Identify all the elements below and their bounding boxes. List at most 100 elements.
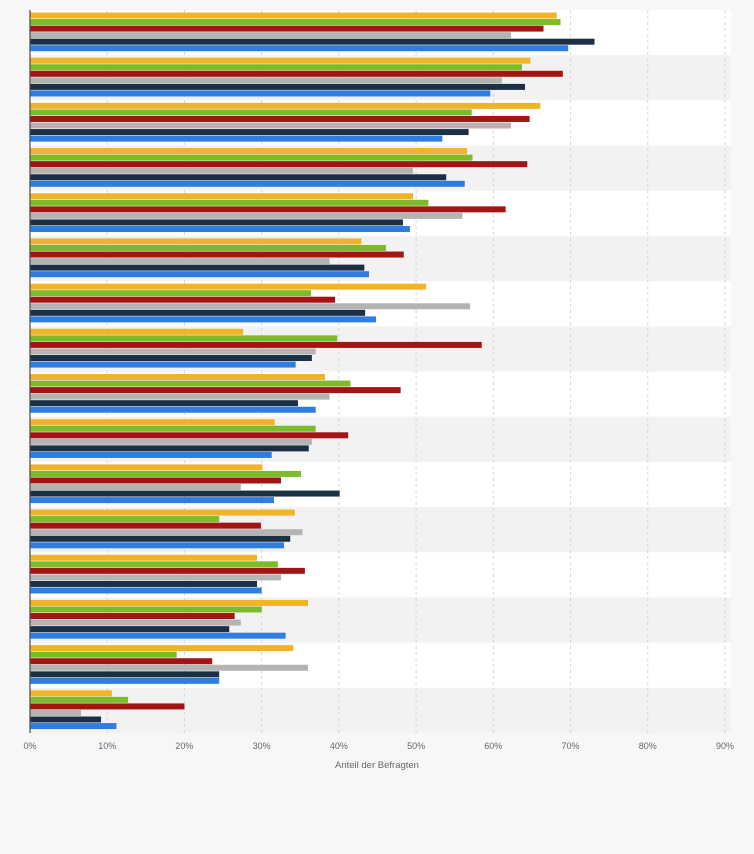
bar[interactable] <box>30 251 404 258</box>
bar[interactable] <box>30 535 291 542</box>
bar[interactable] <box>30 102 541 109</box>
bar[interactable] <box>30 316 376 323</box>
bar[interactable] <box>30 348 316 355</box>
bar[interactable] <box>30 219 403 226</box>
bar[interactable] <box>30 419 275 426</box>
bar[interactable] <box>30 154 473 161</box>
x-tick-label: 40% <box>330 741 348 751</box>
bar[interactable] <box>30 470 302 477</box>
bar[interactable] <box>30 264 365 271</box>
bar[interactable] <box>30 677 220 684</box>
bar[interactable] <box>30 283 427 290</box>
bar[interactable] <box>30 497 275 504</box>
bar[interactable] <box>30 432 349 439</box>
bar[interactable] <box>30 90 491 97</box>
bar[interactable] <box>30 199 429 206</box>
bar[interactable] <box>30 716 102 723</box>
bar[interactable] <box>30 45 569 52</box>
bar[interactable] <box>30 212 463 219</box>
bar[interactable] <box>30 561 278 568</box>
bar[interactable] <box>30 574 281 581</box>
bar[interactable] <box>30 174 447 181</box>
bar[interactable] <box>30 425 316 432</box>
bar[interactable] <box>30 38 595 45</box>
bar[interactable] <box>30 613 235 620</box>
bar[interactable] <box>30 509 295 516</box>
bar[interactable] <box>30 451 272 458</box>
bar[interactable] <box>30 554 258 561</box>
bar[interactable] <box>30 400 298 407</box>
bar[interactable] <box>30 12 557 19</box>
bar[interactable] <box>30 328 244 335</box>
bar[interactable] <box>30 70 563 77</box>
bar[interactable] <box>30 335 338 342</box>
bar[interactable] <box>30 599 308 606</box>
bar[interactable] <box>30 723 117 730</box>
bar[interactable] <box>30 374 325 380</box>
bar[interactable] <box>30 180 465 187</box>
bar[interactable] <box>30 161 528 168</box>
bar[interactable] <box>30 671 220 678</box>
bar[interactable] <box>30 587 262 594</box>
bar[interactable] <box>30 464 263 471</box>
bar[interactable] <box>30 148 468 155</box>
bar[interactable] <box>30 271 369 278</box>
bar[interactable] <box>30 57 531 64</box>
bar[interactable] <box>30 19 561 26</box>
bar[interactable] <box>30 83 525 90</box>
bar[interactable] <box>30 664 308 671</box>
bar[interactable] <box>30 167 414 174</box>
bar[interactable] <box>30 606 262 613</box>
bar[interactable] <box>30 109 472 116</box>
bar[interactable] <box>30 438 312 445</box>
bar[interactable] <box>30 258 330 265</box>
bar[interactable] <box>30 380 351 387</box>
bar[interactable] <box>30 632 286 639</box>
bar[interactable] <box>30 290 312 297</box>
bar[interactable] <box>30 484 241 491</box>
bar[interactable] <box>30 645 294 652</box>
bar[interactable] <box>30 32 512 39</box>
bar[interactable] <box>30 387 401 394</box>
bar[interactable] <box>30 567 305 574</box>
bar[interactable] <box>30 361 296 368</box>
bar[interactable] <box>30 206 506 213</box>
bar[interactable] <box>30 529 303 536</box>
bar[interactable] <box>30 490 340 497</box>
bar[interactable] <box>30 115 530 122</box>
bar[interactable] <box>30 477 281 484</box>
bar[interactable] <box>30 651 177 658</box>
bar[interactable] <box>30 522 261 529</box>
x-tick-label: 20% <box>175 741 193 751</box>
bar[interactable] <box>30 193 414 200</box>
bar[interactable] <box>30 25 544 32</box>
x-axis-title: Anteil der Befragten <box>335 760 419 771</box>
bar[interactable] <box>30 393 330 400</box>
bar[interactable] <box>30 690 112 697</box>
bar[interactable] <box>30 129 469 136</box>
bar[interactable] <box>30 709 81 716</box>
bar[interactable] <box>30 355 312 362</box>
bar[interactable] <box>30 341 482 348</box>
bar[interactable] <box>30 696 129 703</box>
bar[interactable] <box>30 406 316 413</box>
bar[interactable] <box>30 445 309 452</box>
bar[interactable] <box>30 244 386 251</box>
bar[interactable] <box>30 309 366 316</box>
bar[interactable] <box>30 135 443 142</box>
bar[interactable] <box>30 296 336 303</box>
bar[interactable] <box>30 619 241 626</box>
bar[interactable] <box>30 542 285 549</box>
bar[interactable] <box>30 516 220 523</box>
bar[interactable] <box>30 626 230 633</box>
bar[interactable] <box>30 122 512 129</box>
bar[interactable] <box>30 303 471 310</box>
bar[interactable] <box>30 703 185 710</box>
bar[interactable] <box>30 226 410 232</box>
bar[interactable] <box>30 580 258 587</box>
bar[interactable] <box>30 64 522 71</box>
bar[interactable] <box>30 77 502 84</box>
bar[interactable] <box>30 238 362 245</box>
bar[interactable] <box>30 658 213 665</box>
